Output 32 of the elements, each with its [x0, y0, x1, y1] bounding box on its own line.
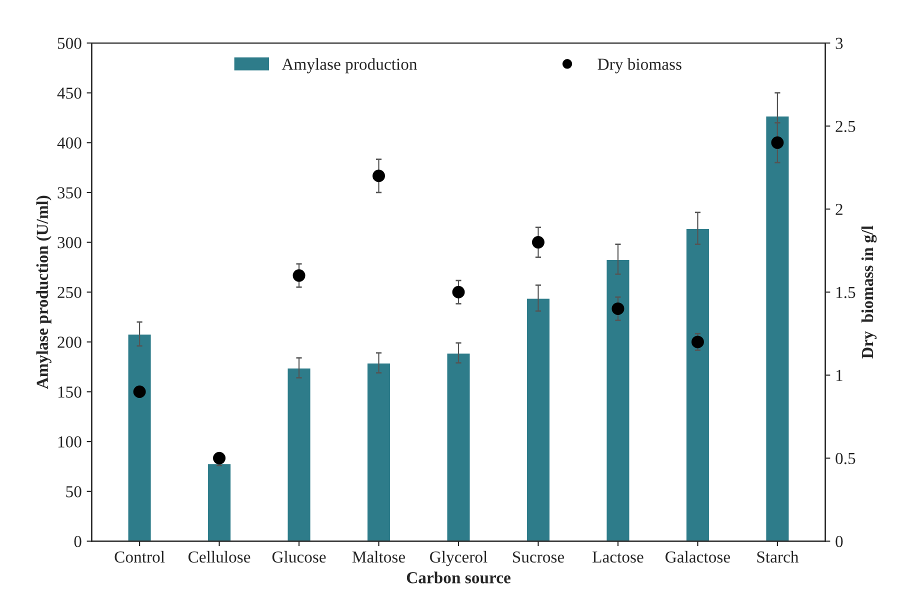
- x-tick-label: Sucrose: [512, 551, 564, 563]
- x-tick-label: Glucose: [272, 550, 326, 563]
- legend-label: Dry biomass: [598, 58, 682, 74]
- y-tick-label: 300: [58, 237, 82, 248]
- y2-tick-label: 0.5: [836, 452, 856, 464]
- x-tick-label: Maltose: [352, 550, 406, 563]
- y-tick-label: 250: [58, 286, 82, 298]
- y2-tick-label: 3: [836, 38, 843, 49]
- y2-tick-label: 0: [836, 536, 843, 548]
- y-tick-label: 0: [74, 536, 82, 548]
- y-tick-label: 200: [58, 336, 82, 348]
- legend-label: Amylase production: [282, 58, 418, 74]
- y-tick-label: 150: [58, 386, 82, 398]
- y-tick-label: 100: [58, 436, 82, 448]
- y-tick-label: 500: [58, 38, 82, 49]
- x-tick-label: Cellulose: [188, 550, 250, 563]
- y-tick-label: 450: [57, 88, 82, 99]
- x-tick-label: Glycerol: [430, 550, 488, 566]
- y-tick-label: 50: [66, 486, 82, 498]
- x-tick-label: Control: [114, 550, 165, 563]
- x-tick-label: Starch: [757, 550, 799, 563]
- x-axis-title: Carbon source: [406, 572, 510, 584]
- y2-tick-label: 1: [836, 370, 842, 381]
- y2-tick-label: 2: [836, 204, 842, 215]
- x-tick-label: Lactose: [592, 552, 644, 563]
- y-axis-title: Amylase production (U/ml): [36, 196, 52, 390]
- x-tick-label: Galactose: [666, 550, 730, 563]
- y2-tick-label: 2.5: [836, 120, 856, 132]
- y2-axis-title: Dry biomass in g/l: [861, 226, 877, 359]
- y2-tick-label: 1.5: [836, 286, 856, 298]
- y-tick-label: 400: [57, 137, 82, 149]
- y-tick-label: 350: [58, 187, 82, 198]
